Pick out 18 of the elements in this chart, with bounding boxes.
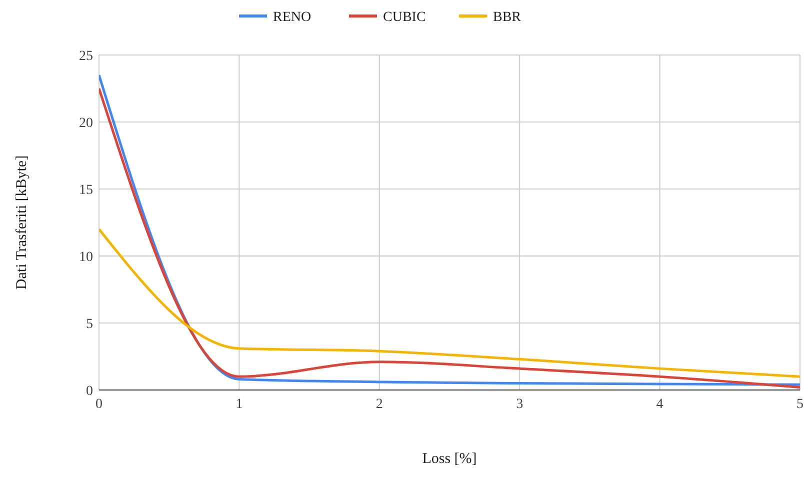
x-tick-label: 0 (96, 397, 102, 412)
line-series (99, 228, 800, 378)
x-tick-label: 2 (376, 397, 383, 412)
x-axis-title: Loss [%] (422, 451, 477, 467)
legend-label: RENO (273, 10, 312, 25)
legend-label: CUBIC (383, 10, 426, 25)
x-tick-label: 3 (516, 397, 524, 412)
x-tick-label: 1 (236, 397, 243, 412)
legend-label: BBR (493, 10, 522, 25)
y-axis-title: Dati Trasferiti [kByte] (14, 155, 30, 290)
y-tick-label: 25 (79, 49, 93, 64)
y-tick-label: 20 (79, 116, 93, 131)
x-tick-label: 5 (796, 397, 804, 412)
y-tick-label: 10 (79, 250, 93, 265)
y-tick-label: 15 (79, 183, 93, 198)
x-tick-label: 4 (656, 397, 664, 412)
y-tick-label: 0 (86, 384, 93, 399)
y-tick-label: 5 (86, 317, 93, 332)
